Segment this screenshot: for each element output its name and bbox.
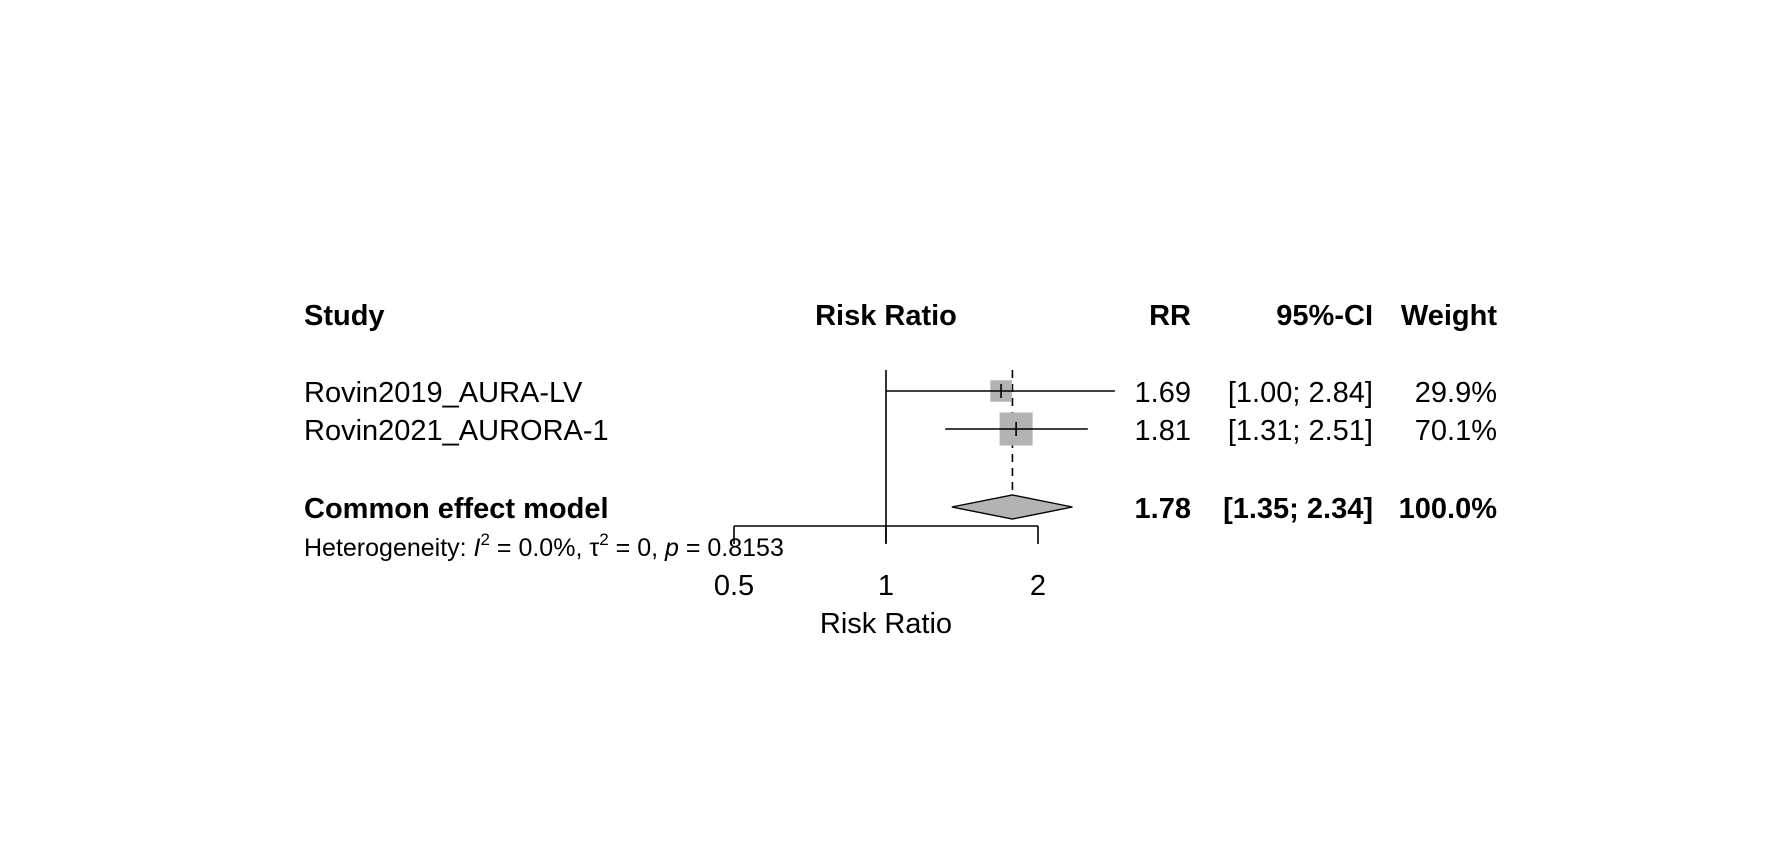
header-rr: RR — [1149, 300, 1191, 332]
plot-marks: 0.5 1 2 — [714, 370, 1115, 602]
het-i2-symbol: I — [474, 534, 481, 562]
het-p-symbol: p — [664, 534, 679, 562]
study-ci-1: [1.00; 2.84] — [1228, 377, 1373, 409]
pooled-rr: 1.78 — [1135, 493, 1191, 525]
x-tick-label-3: 2 — [1030, 570, 1046, 602]
pooled-name: Common effect model — [304, 493, 609, 525]
het-i2-sup: 2 — [481, 530, 490, 549]
pooled-weight: 100.0% — [1399, 493, 1498, 525]
x-axis-label: Risk Ratio — [820, 608, 952, 640]
pooled-diamond — [951, 494, 1073, 520]
het-p-value: = 0.8153 — [679, 534, 784, 562]
study-name-2: Rovin2021_AURORA-1 — [304, 415, 609, 447]
het-i2-value: = 0.0%, — [490, 534, 589, 562]
het-tau2-symbol: τ — [589, 534, 599, 562]
het-tau2-sup: 2 — [599, 530, 608, 549]
study-ci-2: [1.31; 2.51] — [1228, 415, 1373, 447]
study-rr-2: 1.81 — [1135, 415, 1191, 447]
study-weight-2: 70.1% — [1415, 415, 1497, 447]
x-tick-label-1: 0.5 — [714, 570, 754, 602]
het-prefix: Heterogeneity: — [304, 534, 474, 562]
study-name-1: Rovin2019_AURA-LV — [304, 377, 583, 409]
study-weight-1: 29.9% — [1415, 377, 1497, 409]
header-risk-ratio: Risk Ratio — [815, 300, 957, 332]
het-tau2-value: = 0, — [609, 534, 665, 562]
pooled-ci: [1.35; 2.34] — [1223, 493, 1373, 525]
header-study: Study — [304, 300, 385, 332]
heterogeneity-text: Heterogeneity: I2 = 0.0%, τ2 = 0, p = 0.… — [304, 530, 784, 562]
x-tick-label-2: 1 — [878, 570, 894, 602]
header-ci: 95%-CI — [1276, 300, 1373, 332]
header-weight: Weight — [1401, 300, 1497, 332]
study-rr-1: 1.69 — [1135, 377, 1191, 409]
